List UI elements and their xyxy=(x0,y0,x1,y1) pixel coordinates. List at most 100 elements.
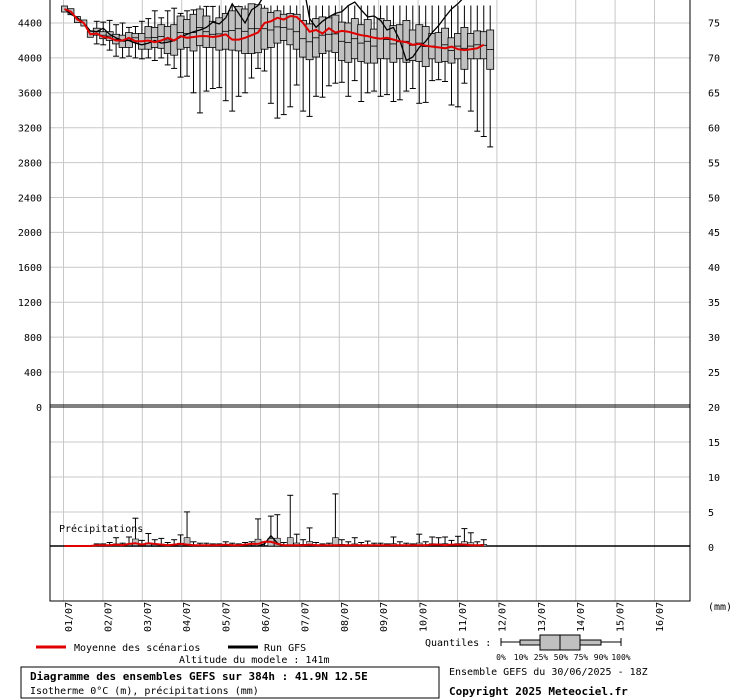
precip-panel-label: Précipitations xyxy=(59,523,143,535)
box-46 xyxy=(357,5,366,102)
right-tick-label: 20 xyxy=(708,403,720,414)
left-tick-label: 1200 xyxy=(18,298,42,309)
left-tick-label: 3200 xyxy=(18,123,42,134)
quantile-label: 0% xyxy=(496,653,506,662)
series-lines xyxy=(64,0,485,62)
right-tick-label: 55 xyxy=(708,158,720,169)
axis-labels: 4400400036003200280024002000160012008004… xyxy=(18,19,720,633)
ensemble-mean-line xyxy=(64,8,485,52)
box-54 xyxy=(408,5,417,89)
quantile-label: 100% xyxy=(611,653,630,662)
quantile-label: 90% xyxy=(594,653,609,662)
box-31 xyxy=(260,5,269,72)
box-21 xyxy=(196,5,204,114)
x-date-label: 16/07 xyxy=(655,602,666,632)
x-date-label: 01/07 xyxy=(64,602,75,632)
box-36 xyxy=(292,5,301,86)
box-18 xyxy=(176,12,185,78)
box-23 xyxy=(208,5,217,89)
run-info: Ensemble GEFS du 30/06/2025 - 18Z xyxy=(449,667,648,678)
box-39 xyxy=(312,5,321,97)
plot-frame xyxy=(49,0,691,602)
x-date-label: 11/07 xyxy=(458,602,469,632)
box-6 xyxy=(99,21,108,46)
run-gfs-line xyxy=(64,0,463,62)
quantile-label: 10% xyxy=(514,653,529,662)
box-59 xyxy=(441,5,450,82)
quantile-labels: 0% 10% 25% 50% 75% 90% 100% xyxy=(496,653,631,662)
box-53 xyxy=(402,5,411,92)
legend-run-label: Run GFS xyxy=(264,643,306,654)
left-tick-label: 2800 xyxy=(18,158,42,169)
right-tick-label: 60 xyxy=(708,123,720,134)
precip-unit-label: (mm) xyxy=(708,602,732,613)
left-tick-label: 1600 xyxy=(18,263,42,274)
box-65 xyxy=(479,5,488,137)
x-date-label: 05/07 xyxy=(222,602,233,632)
chart-subtitle: Isotherme 0°C (m), précipitations (mm) xyxy=(30,685,259,697)
title-box xyxy=(20,666,440,699)
x-date-label: 02/07 xyxy=(103,602,114,632)
box-28 xyxy=(241,5,250,94)
precip-mean-line xyxy=(64,540,484,547)
box-66 xyxy=(486,5,495,148)
box-15 xyxy=(157,17,166,59)
right-tick-label: 45 xyxy=(708,228,720,239)
model-altitude: Altitude du modele : 141m xyxy=(179,655,330,666)
box-56 xyxy=(421,5,430,103)
left-tick-label: 4400 xyxy=(18,19,42,30)
right-precip-tick-label: 5 xyxy=(708,508,714,519)
box-57 xyxy=(428,5,437,82)
box-62 xyxy=(460,5,469,84)
box-22 xyxy=(202,5,211,92)
right-tick-label: 70 xyxy=(708,54,720,65)
left-tick-label: 2400 xyxy=(18,193,42,204)
freezing-level-boxes xyxy=(61,3,495,148)
box-13 xyxy=(144,18,153,59)
legend: Moyenne des scénarios Run GFS Quantiles … xyxy=(36,634,631,662)
box-26 xyxy=(228,5,237,112)
quantile-label: 50% xyxy=(554,653,569,662)
x-date-label: 04/07 xyxy=(182,602,193,632)
box-19 xyxy=(183,10,192,77)
left-tick-label: 0 xyxy=(36,403,42,414)
box-35 xyxy=(286,5,295,108)
right-tick-label: 50 xyxy=(708,193,720,204)
box-52 xyxy=(395,5,404,101)
right-precip-tick-label: 15 xyxy=(708,438,720,449)
copyright: Copyright 2025 Meteociel.fr xyxy=(449,685,628,698)
grid-lines xyxy=(50,0,690,601)
right-tick-label: 65 xyxy=(708,88,720,99)
quantile-label: 75% xyxy=(574,653,589,662)
x-date-label: 06/07 xyxy=(261,602,272,632)
box-64 xyxy=(473,5,482,132)
box-14 xyxy=(150,10,159,61)
x-date-label: 13/07 xyxy=(537,602,548,632)
right-precip-tick-label: 0 xyxy=(708,543,714,554)
right-tick-label: 75 xyxy=(708,19,720,30)
x-date-label: 08/07 xyxy=(340,602,351,632)
box-33 xyxy=(273,5,282,119)
right-tick-label: 35 xyxy=(708,298,720,309)
box-42 xyxy=(331,5,340,84)
x-date-label: 03/07 xyxy=(143,602,154,632)
box-60 xyxy=(447,5,456,106)
box-24 xyxy=(215,5,224,89)
x-date-label: 15/07 xyxy=(616,602,627,632)
box-55 xyxy=(415,5,424,104)
chart-title: Diagramme des ensembles GEFS sur 384h : … xyxy=(30,670,368,683)
legend-mean-label: Moyenne des scénarios xyxy=(74,642,200,654)
left-tick-label: 400 xyxy=(24,368,42,379)
right-precip-tick-label: 10 xyxy=(708,473,720,484)
right-tick-label: 30 xyxy=(708,333,720,344)
left-tick-label: 3600 xyxy=(18,88,42,99)
box-34 xyxy=(279,5,288,116)
box-27 xyxy=(234,5,243,97)
right-tick-label: 40 xyxy=(708,263,720,274)
box-44 xyxy=(344,5,353,97)
box-51 xyxy=(389,5,398,102)
precipitation-panel xyxy=(64,493,488,547)
x-date-label: 10/07 xyxy=(419,602,430,632)
x-date-label: 14/07 xyxy=(576,602,587,632)
